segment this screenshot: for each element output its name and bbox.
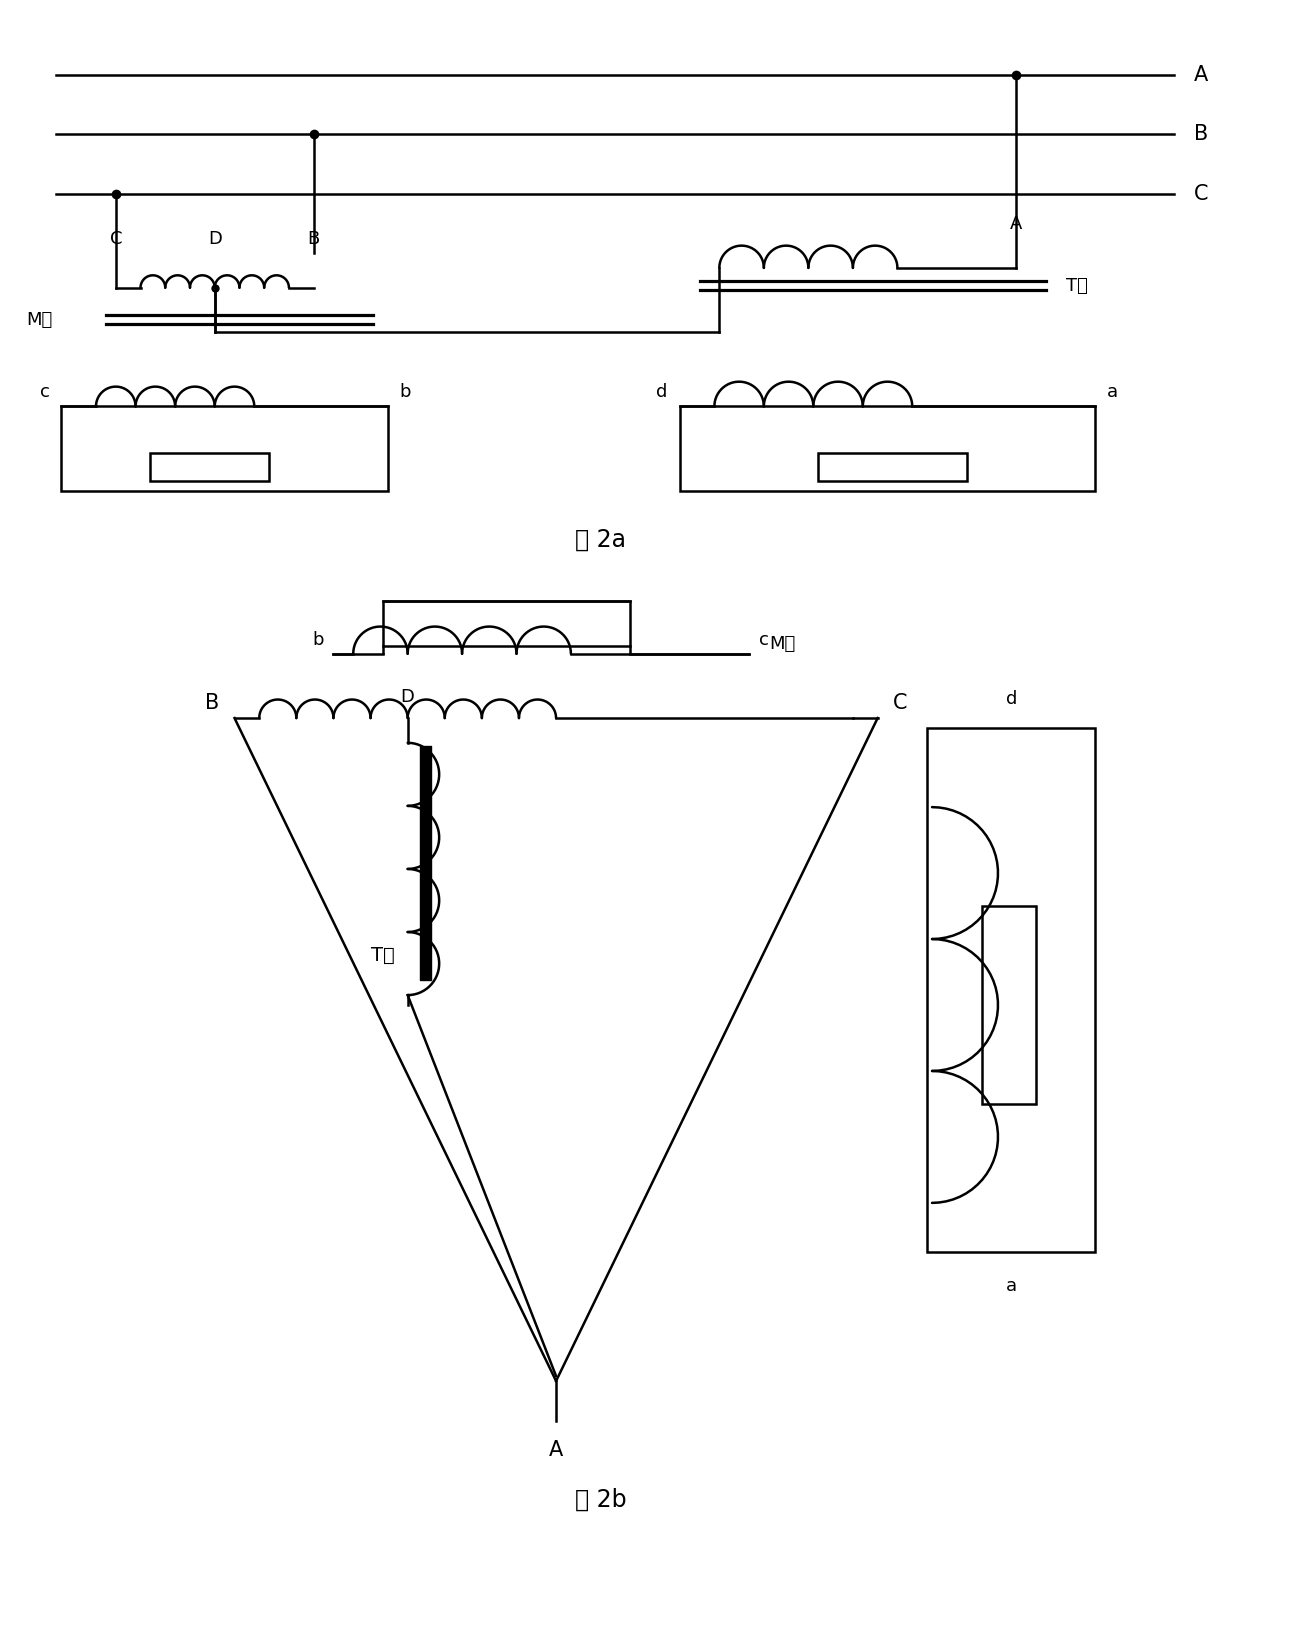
Text: T变: T变 (371, 946, 395, 966)
Text: D: D (400, 688, 415, 706)
Bar (680, 406, 1096, 491)
Text: M变: M变 (26, 311, 52, 329)
Bar (62, 406, 388, 491)
Text: a: a (1005, 1277, 1017, 1295)
Text: C: C (109, 231, 122, 249)
Text: C: C (892, 692, 907, 714)
Text: M变: M变 (769, 635, 795, 653)
Bar (981, 905, 1036, 1103)
Text: T变: T变 (1065, 277, 1088, 295)
Text: 图 2b: 图 2b (575, 1488, 626, 1511)
Text: A: A (548, 1441, 563, 1460)
Text: b: b (400, 383, 411, 401)
Text: d: d (656, 383, 668, 401)
Bar (151, 453, 269, 481)
Text: A: A (1194, 65, 1208, 85)
Text: B: B (1194, 124, 1208, 144)
Text: d: d (1005, 691, 1017, 709)
Bar (819, 453, 967, 481)
Text: c: c (758, 630, 769, 648)
Text: A: A (1010, 214, 1022, 232)
Text: B: B (206, 692, 219, 714)
Text: a: a (1107, 383, 1118, 401)
Text: c: c (39, 383, 50, 401)
Bar (928, 728, 1096, 1252)
Text: b: b (312, 630, 324, 648)
Bar (383, 601, 630, 647)
Text: 图 2a: 图 2a (575, 529, 626, 552)
Text: B: B (307, 231, 320, 249)
Text: C: C (1194, 183, 1208, 203)
Text: D: D (207, 231, 222, 249)
